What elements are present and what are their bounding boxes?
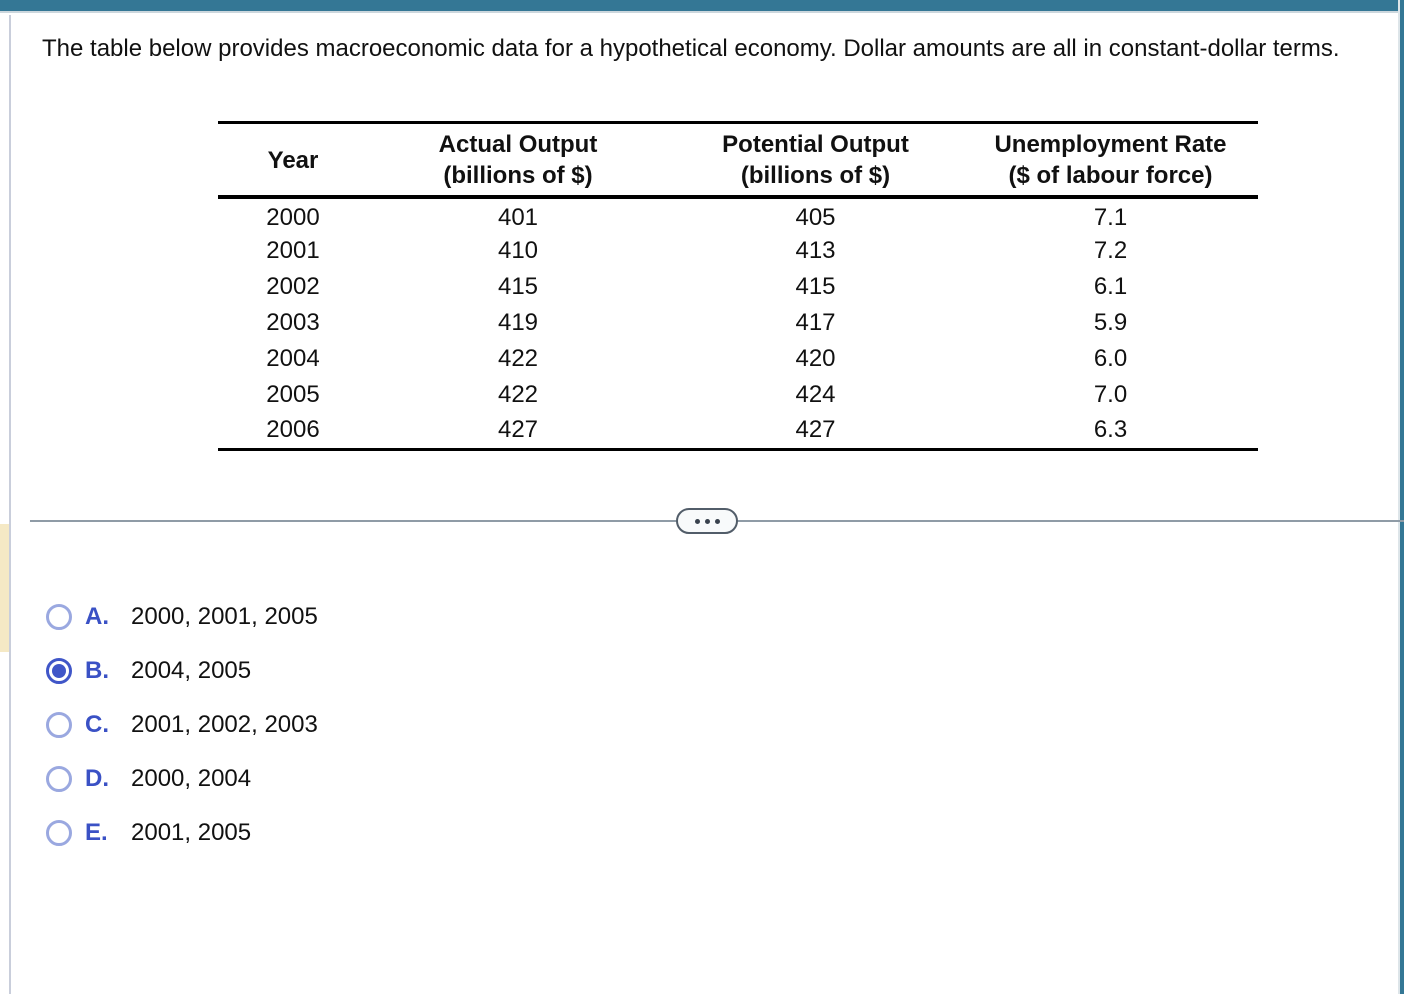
content-left-border [9,15,11,994]
table-row: 2005 422 424 7.0 [218,377,1258,413]
answer-option-e[interactable]: E. 2001, 2005 [46,806,318,860]
table-cell: 2002 [266,273,320,300]
table-header-year: Year [218,122,368,199]
option-letter: B. [85,657,109,684]
radio-button[interactable] [46,766,72,792]
table-cell: 7.1 [1093,203,1128,231]
table-cell: 2006 [266,416,320,444]
table-cell: 6.0 [1093,345,1128,372]
table-cell: 410 [497,237,539,264]
macro-data-table: Year Actual Output (billions of $) Poten… [218,121,1258,451]
table-header-actual-output: Actual Output (billions of $) [368,122,668,199]
option-text: 2001, 2005 [131,819,252,846]
radio-button[interactable] [46,820,72,846]
table-row: 2002 415 415 6.1 [218,269,1258,305]
table-cell: 6.1 [1093,273,1128,300]
option-letter: D. [85,765,109,792]
top-accent-bar [0,0,1404,13]
table-row: 2001 410 413 7.2 [218,233,1258,269]
table-cell: 6.3 [1093,416,1128,444]
table-row: 2000 401 405 7.1 [218,197,1258,233]
table-cell: 417 [795,309,836,336]
left-highlight-strip [0,524,9,652]
answer-option-a[interactable]: A. 2000, 2001, 2005 [46,590,318,644]
answer-option-d[interactable]: D. 2000, 2004 [46,752,318,806]
table-cell: 419 [497,309,539,336]
table-cell: 2004 [266,345,320,372]
table-cell: 427 [795,416,836,444]
option-letter: E. [85,819,108,846]
answer-option-b[interactable]: B. 2004, 2005 [46,644,318,698]
option-text: 2004, 2005 [131,657,252,684]
table-cell: 2000 [266,203,320,231]
option-letter: A. [85,603,109,630]
table-row: 2006 427 427 6.3 [218,413,1258,449]
radio-button[interactable] [46,712,72,738]
expand-ellipsis-button[interactable] [676,508,738,534]
table-cell: 422 [497,381,539,408]
table-cell: 424 [795,381,836,408]
ellipsis-icon [704,518,710,524]
radio-button[interactable] [46,604,72,630]
table-cell: 5.9 [1093,309,1128,336]
right-accent-bar [1398,0,1404,994]
table-header-row: Year Actual Output (billions of $) Poten… [218,122,1258,199]
table-row: 2004 422 420 6.0 [218,341,1258,377]
table-cell: 415 [795,273,836,300]
table-header-unemployment-rate: Unemployment Rate ($ of labour force) [963,122,1258,199]
table-cell: 415 [497,273,539,300]
table-cell: 2001 [266,237,320,264]
table-row: 2003 419 417 5.9 [218,305,1258,341]
option-text: 2000, 2004 [131,765,252,792]
table-cell: 405 [795,203,836,231]
option-text: 2000, 2001, 2005 [131,603,318,630]
option-letter: C. [85,711,109,738]
table-cell: 422 [497,345,539,372]
table-cell: 7.2 [1093,237,1128,264]
table-cell: 2005 [266,381,320,408]
table-cell: 427 [497,416,539,444]
table-cell: 7.0 [1093,381,1128,408]
table-cell: 401 [497,203,539,231]
answer-options: A. 2000, 2001, 2005 B. 2004, 2005 C. 200… [46,590,318,860]
answer-option-c[interactable]: C. 2001, 2002, 2003 [46,698,318,752]
table-cell: 413 [795,237,836,264]
radio-button[interactable] [46,658,72,684]
table-header-potential-output: Potential Output (billions of $) [668,122,963,199]
question-text: The table below provides macroeconomic d… [42,35,1340,62]
option-text: 2001, 2002, 2003 [131,711,318,738]
table-cell: 2003 [266,309,320,336]
table-cell: 420 [795,345,836,372]
